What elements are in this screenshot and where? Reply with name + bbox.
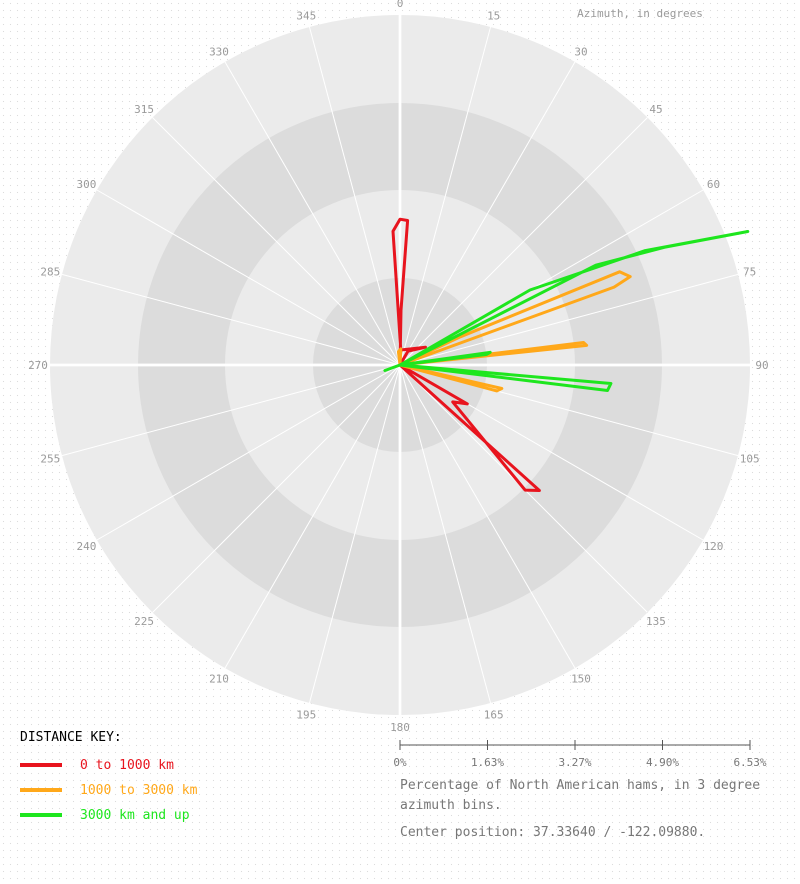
azimuth-tick-label: 0 — [397, 0, 404, 10]
azimuth-spoke — [399, 364, 492, 704]
radial-scale-label: 0% — [393, 756, 407, 769]
legend-swatch-red — [20, 763, 62, 767]
legend-label: 3000 km and up — [80, 807, 190, 823]
azimuth-tick-label: 15 — [487, 9, 500, 22]
azimuth-tick-label: 300 — [77, 178, 97, 191]
series-line-2 — [383, 230, 750, 392]
azimuth-tick-label: 285 — [40, 265, 60, 278]
azimuth-tick-label: 180 — [390, 721, 410, 734]
radial-scale-label: 1.63% — [471, 756, 504, 769]
azimuth-spoke — [399, 273, 739, 366]
azimuth-tick-label: 315 — [134, 103, 154, 116]
azimuth-tick-label: 120 — [704, 540, 724, 553]
azimuth-tick-label: 45 — [649, 103, 662, 116]
azimuth-tick-label: 225 — [134, 615, 154, 628]
legend-swatch-orange — [20, 788, 62, 792]
azimuth-tick-label: 255 — [40, 453, 60, 466]
series-line-0 — [391, 217, 541, 492]
azimuth-tick-label: 30 — [574, 45, 587, 58]
azimuth-spoke — [308, 26, 401, 366]
legend-item: 0 to 1000 km — [20, 755, 174, 775]
azimuth-spoke — [399, 117, 648, 366]
legend-label: 0 to 1000 km — [80, 757, 174, 773]
caption-line-1: Percentage of North American hams, in 3 … — [400, 778, 761, 793]
azimuth-tick-label: 75 — [743, 265, 756, 278]
azimuth-spoke — [224, 364, 401, 669]
azimuth-tick-label: 270 — [28, 359, 48, 372]
series-line-1 — [396, 270, 632, 393]
azimuth-spoke — [308, 364, 401, 704]
azimuth-tick-label: 135 — [646, 615, 666, 628]
azimuth-tick-label: 90 — [755, 359, 768, 372]
legend-swatch-green — [20, 813, 62, 817]
azimuth-spoke — [399, 364, 576, 669]
azimuth-spoke — [96, 189, 401, 366]
radial-scale-label: 3.27% — [558, 756, 591, 769]
azimuth-tick-label: 150 — [571, 673, 591, 686]
azimuth-tick-label: 240 — [77, 540, 97, 553]
caption-line-2: azimuth bins. — [400, 798, 502, 813]
legend-item: 1000 to 3000 km — [20, 780, 197, 800]
radial-scale-label: 6.53% — [733, 756, 766, 769]
azimuth-spoke — [61, 273, 401, 366]
azimuth-tick-label: 210 — [209, 673, 229, 686]
azimuth-tick-label: 330 — [209, 45, 229, 58]
azimuth-tick-label: 165 — [484, 709, 504, 722]
azimuth-tick-label: 195 — [296, 709, 316, 722]
radial-scale-label: 4.90% — [646, 756, 679, 769]
azimuth-spoke — [61, 364, 401, 457]
azimuth-spoke — [224, 61, 401, 366]
azimuth-spoke — [152, 117, 401, 366]
azimuth-spoke — [399, 61, 576, 366]
azimuth-spoke — [399, 26, 492, 366]
azimuth-tick-label: 345 — [296, 9, 316, 22]
azimuth-axis-title: Azimuth, in degrees — [577, 7, 703, 20]
legend-label: 1000 to 3000 km — [80, 782, 198, 798]
azimuth-tick-label: 105 — [740, 453, 760, 466]
legend-title: DISTANCE KEY: — [20, 730, 122, 745]
azimuth-spoke — [96, 364, 401, 541]
azimuth-spoke — [152, 364, 401, 613]
legend-item: 3000 km and up — [20, 805, 190, 825]
caption-center-position: Center position: 37.33640 / -122.09880. — [400, 825, 706, 840]
azimuth-tick-label: 60 — [707, 178, 720, 191]
